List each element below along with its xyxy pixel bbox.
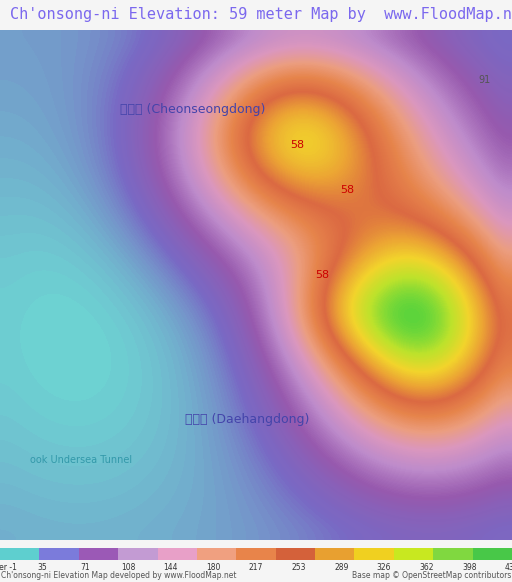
Text: ook Undersea Tunnel: ook Undersea Tunnel (30, 455, 132, 465)
Bar (79, 548, 118, 560)
Bar (237, 548, 275, 560)
Text: Base map © OpenStreetMap contributors: Base map © OpenStreetMap contributors (352, 571, 511, 580)
Text: 대항동 (Daehangdong): 대항동 (Daehangdong) (185, 413, 309, 427)
Bar (0, 548, 39, 560)
Text: 58: 58 (290, 140, 304, 150)
Bar (473, 548, 512, 560)
Text: 144: 144 (163, 563, 178, 572)
Text: Ch'onsong-ni Elevation Map developed by www.FloodMap.net: Ch'onsong-ni Elevation Map developed by … (1, 571, 237, 580)
Bar (394, 548, 433, 560)
Text: Ch'onsong-ni Elevation: 59 meter Map by  www.FloodMap.net (beta): Ch'onsong-ni Elevation: 59 meter Map by … (10, 8, 512, 23)
Bar (354, 548, 394, 560)
Text: 326: 326 (377, 563, 391, 572)
Bar (39, 548, 79, 560)
Text: 217: 217 (249, 563, 263, 572)
Text: 35: 35 (38, 563, 48, 572)
Bar (197, 548, 237, 560)
Text: 58: 58 (315, 270, 329, 280)
Text: 58: 58 (340, 185, 354, 195)
Text: 91: 91 (478, 75, 490, 85)
Bar (118, 548, 158, 560)
Text: 천성동 (Cheonseongdong): 천성동 (Cheonseongdong) (120, 104, 265, 116)
Bar (433, 548, 473, 560)
Text: 180: 180 (206, 563, 221, 572)
Text: 289: 289 (334, 563, 349, 572)
Text: 108: 108 (121, 563, 135, 572)
Text: 71: 71 (80, 563, 90, 572)
Bar (275, 548, 315, 560)
Text: 253: 253 (291, 563, 306, 572)
Bar (315, 548, 354, 560)
Text: 435: 435 (505, 563, 512, 572)
Text: 398: 398 (462, 563, 477, 572)
Bar (158, 548, 197, 560)
Text: meter -1: meter -1 (0, 563, 16, 572)
Text: 362: 362 (419, 563, 434, 572)
